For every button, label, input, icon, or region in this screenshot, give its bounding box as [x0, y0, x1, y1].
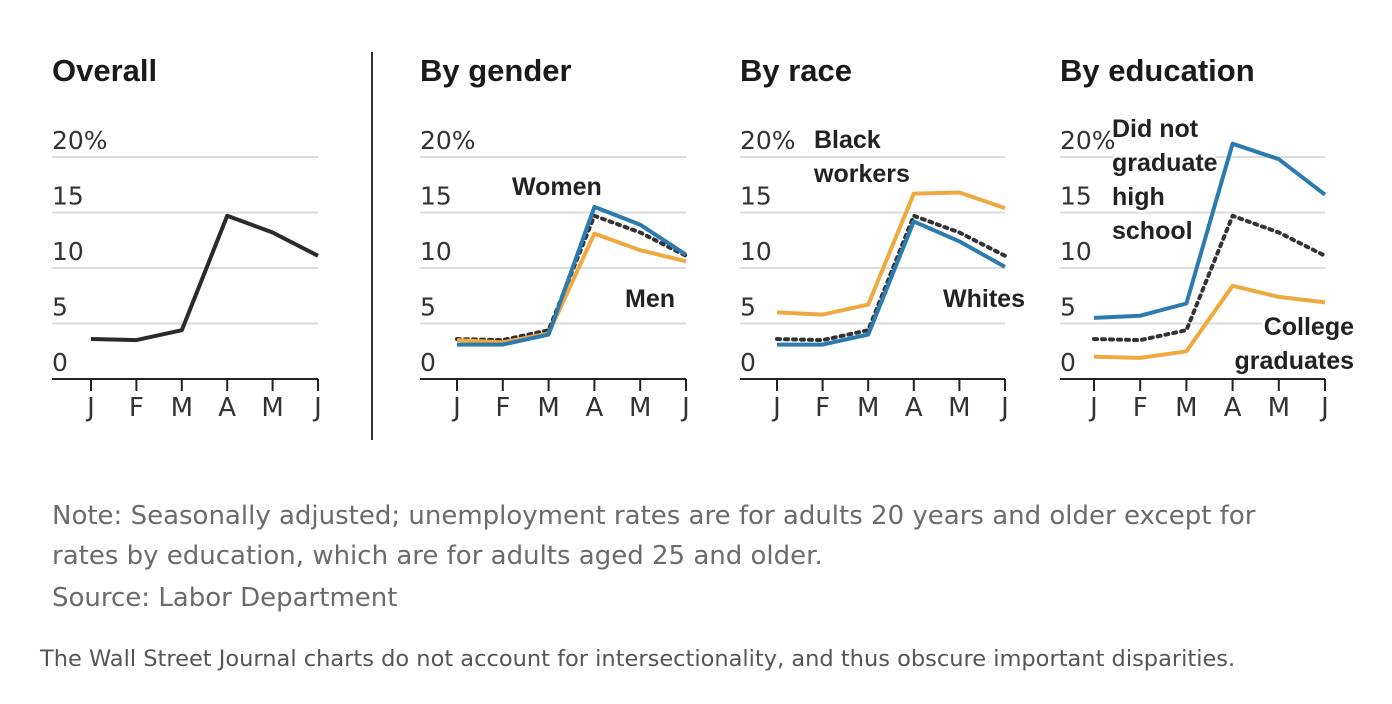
panel-4-ytick-label: 5	[1060, 293, 1076, 322]
panel-4-series-label: high	[1112, 183, 1165, 211]
panel-1-xtick-label: A	[218, 393, 236, 423]
panel-4-ytick-label: 0	[1060, 348, 1076, 377]
panel-1-ytick-label: 10	[52, 237, 84, 266]
panel-4-series-label: graduate	[1112, 149, 1218, 177]
panel-3-xtick-label: A	[905, 393, 923, 423]
panel-3-xtick-label: J	[771, 393, 781, 423]
panel-4-series-label: College	[1264, 313, 1354, 341]
panel-2-xtick-label: A	[586, 393, 604, 423]
panel-3-ytick-label: 15	[740, 182, 772, 211]
panel-2-xtick-label: M	[537, 393, 559, 423]
panel-1-xtick-label: J	[85, 393, 95, 423]
panel-1-ytick-label: 0	[52, 348, 68, 377]
panel-4-xtick-label: M	[1268, 393, 1290, 423]
panel-2-series-women	[457, 204, 688, 347]
panel-4-xtick-label: A	[1224, 393, 1242, 423]
panel-4-xtick-label: M	[1175, 393, 1197, 423]
panel-1-title: Overall	[52, 53, 157, 88]
panel-3-xtick-label: F	[815, 393, 830, 423]
panel-2-ytick-label: 0	[420, 348, 436, 377]
panel-2-ytick-label: 10	[420, 237, 452, 266]
panel-4-ytick-label: 20%	[1060, 126, 1116, 155]
panel-1-ytick-label: 20%	[52, 126, 108, 155]
panel-2-ytick-label: 15	[420, 182, 452, 211]
panel-4-xtick-label: J	[1088, 393, 1098, 423]
panel-3-title: By race	[740, 53, 852, 88]
figure-caption: The Wall Street Journal charts do not ac…	[40, 646, 1236, 672]
panel-1-xtick-label: J	[312, 393, 322, 423]
note-line-2: rates by education, which are for adults…	[52, 541, 823, 571]
panel-2-xtick-label: M	[629, 393, 651, 423]
panel-3-xtick-label: M	[948, 393, 970, 423]
panel-1-xtick-label: M	[171, 393, 193, 423]
panel-2-ytick-label: 5	[420, 293, 436, 322]
panel-4-xtick-label: F	[1133, 393, 1148, 423]
panel-4-ytick-label: 15	[1060, 182, 1092, 211]
panel-1-xtick-label: M	[261, 393, 283, 423]
panel-3-series-black-workers	[776, 190, 1006, 317]
panel-4-title: By education	[1060, 53, 1255, 88]
panel-2-ytick-label: 20%	[420, 126, 476, 155]
panel-3-ytick-label: 0	[740, 348, 756, 377]
panel-3-ytick-label: 5	[740, 293, 756, 322]
panel-3-ytick-label: 20%	[740, 126, 796, 155]
panel-3-ytick-label: 10	[740, 237, 772, 266]
panel-2-series-label: Men	[625, 285, 675, 313]
panel-3-series-whites	[777, 219, 1006, 347]
panel-2-series-label: Women	[512, 173, 602, 201]
panel-2-xtick-label: J	[680, 393, 690, 423]
panel-1-ytick-label: 5	[52, 293, 68, 322]
panel-4-series-label: Did not	[1112, 115, 1199, 143]
source-line: Source: Labor Department	[52, 583, 398, 613]
panel-4-series-did-not-graduate-high-school	[1093, 141, 1327, 320]
panel-4-xtick-label: J	[1319, 393, 1329, 423]
panel-2-xtick-label: F	[495, 393, 510, 423]
panel-4-series-label: graduates	[1235, 347, 1354, 375]
panel-4-ytick-label: 10	[1060, 237, 1092, 266]
panel-3-series-label: Whites	[943, 285, 1025, 313]
panel-3-xtick-label: J	[999, 393, 1009, 423]
panel-4-series-overall-dotted	[1092, 213, 1327, 343]
panel-2-xtick-label: J	[451, 393, 461, 423]
panel-3-series-label: Black	[814, 126, 881, 154]
panel-1-ytick-label: 15	[52, 182, 84, 211]
panel-2-series-men	[456, 231, 687, 345]
panel-2-title: By gender	[420, 53, 572, 88]
panel-1-series-overall	[90, 213, 319, 343]
panel-4-series-college-graduates	[1093, 283, 1326, 360]
panel-1-xtick-label: F	[129, 393, 144, 423]
panel-4-series-label: school	[1112, 217, 1193, 245]
panel-3-xtick-label: M	[857, 393, 879, 423]
panel-3-series-label: workers	[813, 160, 910, 188]
note-line-1: Note: Seasonally adjusted; unemployment …	[52, 501, 1256, 531]
